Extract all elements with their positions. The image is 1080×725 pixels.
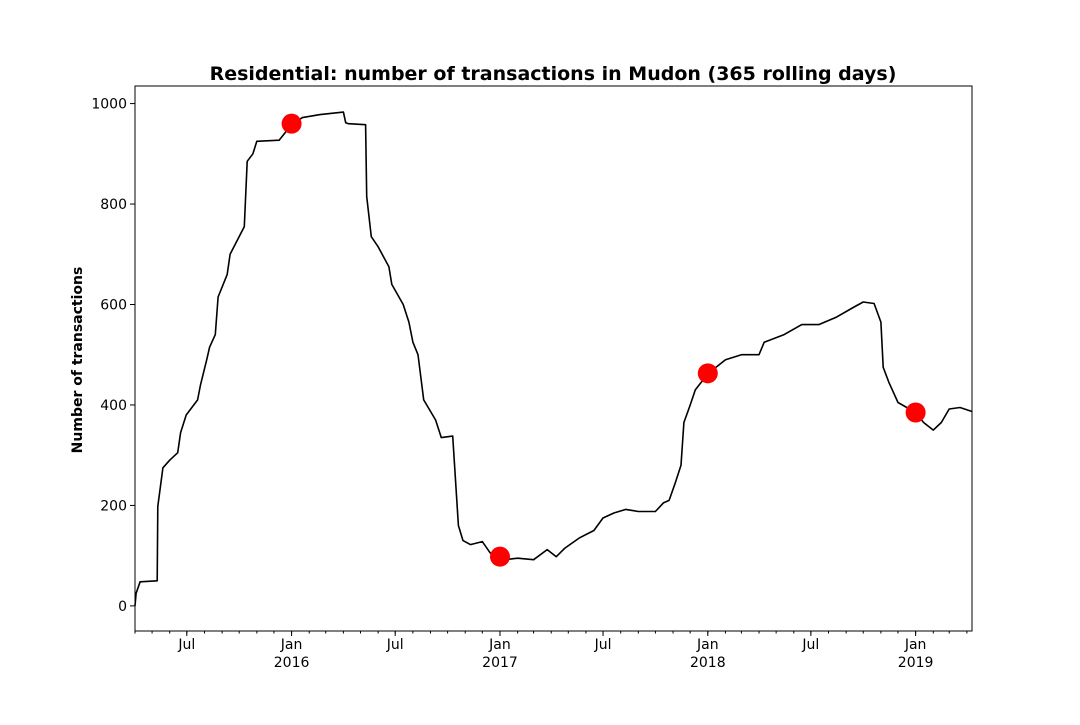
highlight-marker xyxy=(489,546,510,567)
x-tick-year-label: 2018 xyxy=(690,655,726,671)
x-tick-label: Jan xyxy=(696,637,719,653)
x-tick-year-label: 2019 xyxy=(898,655,934,671)
x-tick-year-label: 2016 xyxy=(274,655,310,671)
x-tick-label: Jan xyxy=(904,637,927,653)
y-tick-label: 1000 xyxy=(91,97,127,113)
x-tick-label: Jan xyxy=(488,637,511,653)
x-tick-label: Jul xyxy=(801,637,819,653)
series-line xyxy=(134,111,973,606)
plot-frame xyxy=(134,85,973,632)
highlight-marker xyxy=(905,402,926,423)
y-tick-label: 0 xyxy=(118,599,127,615)
axis-ticks: 0 200 400 600 800 1000 Jul Jan 2016 Jul Jan 2017 Jul… xyxy=(91,97,968,671)
highlight-marker xyxy=(697,363,718,384)
plot-area xyxy=(134,111,973,606)
y-axis-label: Number of transactions xyxy=(70,267,86,454)
y-tick-label: 400 xyxy=(100,398,127,414)
x-tick-label: Jul xyxy=(386,637,404,653)
y-tick-label: 600 xyxy=(100,298,127,314)
x-tick-label: Jul xyxy=(177,637,195,653)
chart-title: Residential: number of transactions in M… xyxy=(210,63,897,85)
y-tick-label: 800 xyxy=(100,197,127,213)
x-tick-label: Jul xyxy=(594,637,612,653)
y-tick-label: 200 xyxy=(100,498,127,514)
x-tick-year-label: 2017 xyxy=(482,655,518,671)
x-tick-label: Jan xyxy=(280,637,303,653)
highlight-marker xyxy=(281,113,302,134)
